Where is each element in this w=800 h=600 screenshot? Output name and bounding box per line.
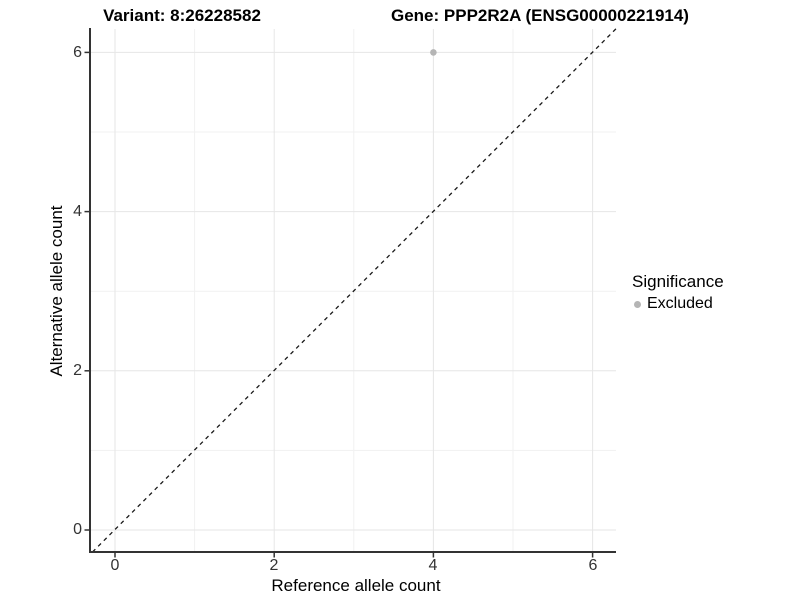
x-tick-label-2: 2: [269, 557, 279, 574]
y-tick-label-4: 4: [73, 203, 82, 220]
y-tick-label-2: 2: [73, 362, 82, 379]
data-points: [430, 49, 437, 56]
legend-title: Significance: [632, 272, 724, 291]
excluded-point-icon: [634, 300, 641, 308]
legend-entry-label: Excluded: [647, 295, 713, 312]
identity-line: [92, 28, 617, 553]
y-axis-label: Alternative allele count: [47, 205, 66, 377]
y-tick-label-0: 0: [73, 521, 82, 538]
y-tick-label-6: 6: [73, 44, 82, 61]
grid-major: [90, 29, 616, 552]
x-tick-label-4: 4: [428, 557, 438, 574]
x-tick-label-6: 6: [588, 557, 598, 574]
axis-ticks: [84, 51, 594, 558]
axis-lines: [89, 28, 616, 553]
data-point: [430, 49, 437, 56]
variant-title: Variant: 8:26228582: [103, 6, 261, 25]
legend-entry-excluded: Excluded: [632, 295, 724, 313]
x-tick-label-0: 0: [110, 557, 120, 574]
grid-minor: [90, 29, 616, 552]
gene-title: Gene: PPP2R2A (ENSG00000221914): [391, 6, 689, 25]
x-axis-label: Reference allele count: [271, 576, 441, 595]
legend: Significance Excluded: [632, 272, 724, 313]
